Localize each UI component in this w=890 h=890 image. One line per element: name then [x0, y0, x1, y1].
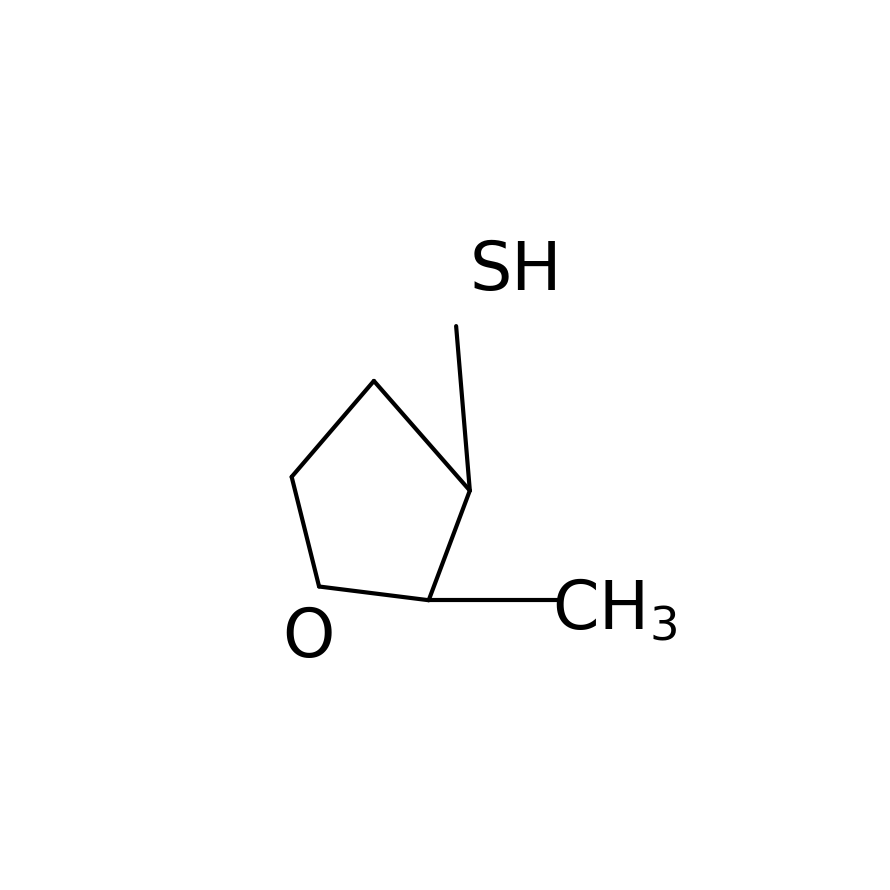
Text: CH$_3$: CH$_3$	[552, 578, 677, 643]
Text: O: O	[283, 605, 335, 671]
Text: SH: SH	[470, 239, 562, 304]
